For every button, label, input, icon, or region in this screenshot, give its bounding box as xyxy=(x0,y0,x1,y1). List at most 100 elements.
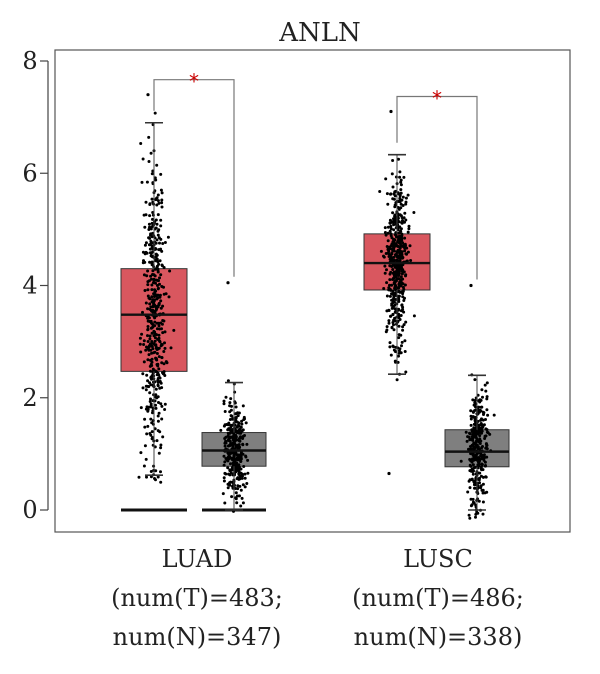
data-point xyxy=(388,341,392,345)
data-point xyxy=(470,443,474,447)
data-point xyxy=(467,447,470,451)
data-point xyxy=(156,475,160,479)
data-point xyxy=(155,333,158,337)
data-point xyxy=(152,334,156,338)
data-point xyxy=(473,402,477,406)
data-point xyxy=(143,243,147,247)
data-point xyxy=(223,460,227,464)
data-point xyxy=(152,295,156,298)
data-point xyxy=(241,404,245,408)
data-point xyxy=(161,242,165,245)
data-point xyxy=(404,274,407,278)
data-point xyxy=(149,417,153,421)
data-point xyxy=(154,393,158,397)
data-point xyxy=(392,323,395,327)
data-point xyxy=(144,457,148,461)
data-point xyxy=(492,413,496,417)
x-label-line: (num(T)=486; xyxy=(352,584,524,612)
box-lusc-t xyxy=(363,109,431,476)
data-point xyxy=(150,357,154,361)
data-point xyxy=(144,200,148,204)
data-point xyxy=(156,233,160,237)
data-point xyxy=(395,258,399,262)
data-point xyxy=(150,225,154,229)
data-point xyxy=(403,246,407,250)
data-point xyxy=(223,437,227,440)
data-point xyxy=(403,211,407,215)
data-point xyxy=(149,274,153,278)
data-point xyxy=(232,460,236,464)
data-point xyxy=(227,421,231,425)
data-point xyxy=(226,459,230,463)
data-point xyxy=(145,180,149,184)
data-point xyxy=(151,217,154,221)
data-point xyxy=(226,428,230,432)
data-point xyxy=(141,157,145,161)
data-point xyxy=(157,303,161,307)
data-point xyxy=(488,432,492,436)
data-point xyxy=(140,332,144,336)
data-point xyxy=(399,264,403,268)
data-point xyxy=(480,456,484,460)
data-point xyxy=(228,401,232,405)
data-point xyxy=(143,417,147,421)
data-point xyxy=(235,501,239,505)
data-point xyxy=(404,196,408,200)
data-point xyxy=(245,482,249,485)
data-point xyxy=(400,198,404,202)
data-point xyxy=(222,402,226,406)
data-point xyxy=(228,439,232,443)
data-point xyxy=(243,472,247,476)
data-point xyxy=(393,203,397,207)
data-point xyxy=(237,421,241,425)
data-point xyxy=(150,283,154,287)
data-point xyxy=(156,193,160,197)
data-point xyxy=(139,142,143,145)
data-point xyxy=(157,333,161,337)
data-point xyxy=(473,409,477,413)
data-point xyxy=(230,495,234,499)
data-point xyxy=(399,351,403,355)
data-point xyxy=(390,242,394,246)
data-point xyxy=(144,213,148,217)
data-point xyxy=(477,426,481,430)
data-point xyxy=(150,377,153,381)
data-point xyxy=(234,405,238,409)
data-point xyxy=(384,233,388,237)
data-point xyxy=(147,160,151,163)
data-point xyxy=(154,218,158,222)
data-point xyxy=(471,497,475,501)
chart-title: ANLN xyxy=(278,18,361,48)
data-point xyxy=(486,413,490,417)
data-point xyxy=(160,191,164,195)
data-point xyxy=(379,249,383,253)
data-point xyxy=(397,308,400,312)
data-point xyxy=(392,248,396,252)
data-point xyxy=(239,455,243,459)
data-point xyxy=(469,409,473,413)
data-point xyxy=(482,411,486,415)
data-point xyxy=(155,196,159,200)
data-point xyxy=(157,411,161,415)
data-point xyxy=(151,436,154,439)
data-point xyxy=(472,458,476,462)
data-point xyxy=(149,252,153,255)
data-point xyxy=(137,475,141,479)
data-point xyxy=(148,320,152,323)
data-point xyxy=(391,258,395,262)
data-point xyxy=(157,262,161,266)
data-point xyxy=(148,302,152,306)
data-point xyxy=(480,405,484,409)
data-point xyxy=(485,455,489,459)
data-point xyxy=(159,224,163,228)
data-point xyxy=(156,429,160,433)
data-point xyxy=(408,244,412,248)
data-point xyxy=(222,463,226,467)
data-point xyxy=(401,295,405,299)
data-point xyxy=(233,437,237,441)
data-point xyxy=(391,268,395,271)
data-point xyxy=(393,238,397,242)
data-point xyxy=(480,423,484,427)
data-point xyxy=(229,443,233,447)
data-point xyxy=(155,203,159,207)
